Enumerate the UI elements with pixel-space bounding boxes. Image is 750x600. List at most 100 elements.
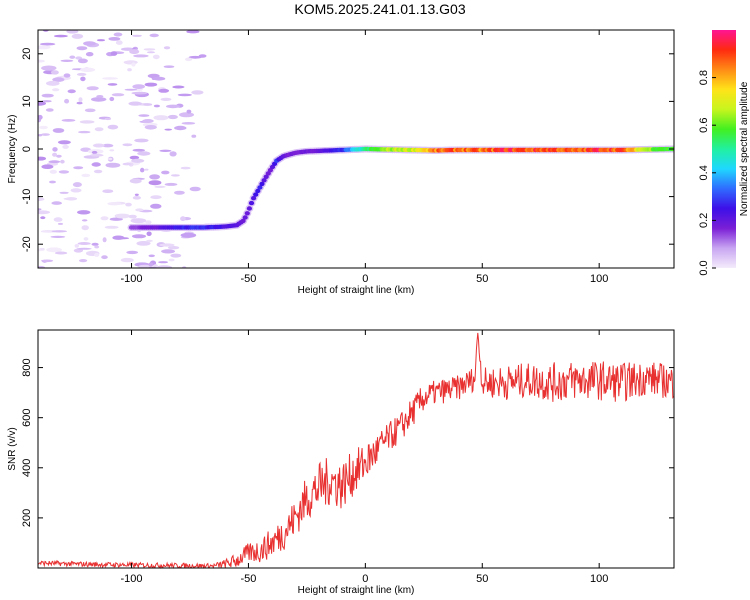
noise-speckle <box>105 162 121 168</box>
x-tick-label: 0 <box>362 273 368 285</box>
snr-x-ticks: -100 -50 0 50 100 <box>121 330 608 585</box>
noise-speckle <box>93 169 103 174</box>
noise-speckle <box>71 33 84 39</box>
noise-speckle <box>102 77 119 80</box>
noise-speckle <box>163 46 171 50</box>
noise-speckle <box>107 124 119 130</box>
noise-speckle <box>85 52 94 57</box>
noise-speckle <box>38 265 46 268</box>
noise-speckle <box>144 168 149 171</box>
noise-speckle <box>131 91 148 95</box>
noise-speckle <box>109 96 115 102</box>
noise-speckle <box>52 77 65 82</box>
noise-speckle <box>185 57 193 62</box>
noise-speckle <box>104 117 112 121</box>
ridge-cell <box>263 174 269 179</box>
noise-speckle <box>39 42 56 46</box>
ridge-cell <box>251 196 257 201</box>
noise-speckle <box>59 191 69 194</box>
noise-speckle <box>90 153 104 157</box>
ridge-cell <box>257 185 263 190</box>
ridge-cell <box>240 218 246 224</box>
y-tick-label: 10 <box>21 95 33 107</box>
noise-speckle <box>107 83 118 86</box>
ridge-cell <box>265 171 271 176</box>
noise-speckle <box>53 217 63 222</box>
noise-speckle <box>145 220 152 225</box>
noise-speckle <box>50 70 59 75</box>
noise-speckle <box>49 169 57 174</box>
noise-speckle <box>41 164 54 169</box>
noise-speckle <box>164 182 178 186</box>
noise-speckle <box>168 258 175 262</box>
noise-speckle <box>146 239 153 242</box>
colorbar-tick-label: 0.4 <box>698 165 710 180</box>
noise-speckle <box>138 114 150 117</box>
noise-speckle <box>128 214 137 219</box>
noise-speckle <box>152 76 166 81</box>
noise-speckle <box>164 128 172 131</box>
snr-frame <box>37 329 675 569</box>
noise-speckle <box>114 213 130 219</box>
noise-speckle <box>78 130 91 134</box>
noise-speckle <box>48 160 61 164</box>
ridge-cell <box>246 206 252 211</box>
noise-speckle <box>83 237 89 241</box>
noise-speckle <box>107 202 122 206</box>
noise-speckle <box>77 210 91 215</box>
noise-speckle <box>109 149 115 152</box>
ridge-cell <box>253 192 259 197</box>
colorbar-ticks: 0.0 0.2 0.4 0.6 0.8 <box>698 70 716 276</box>
noise-speckle <box>39 247 45 250</box>
noise-speckle <box>72 182 82 188</box>
noise-speckle <box>125 202 132 207</box>
noise-speckle <box>159 243 175 247</box>
noise-speckle <box>180 166 191 170</box>
noise-speckle <box>191 90 204 95</box>
noise-speckle <box>96 95 104 98</box>
noise-speckle <box>60 59 74 62</box>
noise-speckle <box>80 76 86 82</box>
noise-speckle <box>84 108 96 113</box>
x-tick-label: 100 <box>590 273 608 285</box>
noise-speckle <box>81 219 88 222</box>
noise-speckle <box>64 98 70 104</box>
y-tick-label: 0 <box>21 146 33 152</box>
ridge-cell <box>259 181 265 187</box>
noise-speckle <box>126 250 139 255</box>
noise-speckle <box>86 86 99 91</box>
noise-speckle <box>166 104 180 109</box>
noise-speckle <box>134 193 139 196</box>
colorbar-label: Normalized spectral amplitude <box>739 81 750 216</box>
noise-speckle <box>70 188 82 193</box>
noise-speckle <box>39 125 48 130</box>
noise-speckle <box>38 197 45 202</box>
noise-speckle <box>149 33 159 38</box>
snr-plot-area <box>38 330 674 568</box>
noise-speckle <box>123 60 138 65</box>
snr-y-ticks: 200 400 600 800 <box>21 358 674 527</box>
noise-speckle <box>156 265 172 268</box>
noise-speckle <box>150 195 162 200</box>
noise-speckle <box>38 134 43 137</box>
x-tick-label: 0 <box>362 573 368 585</box>
noise-speckle <box>67 89 76 94</box>
noise-speckle <box>129 178 142 184</box>
noise-speckle <box>38 59 45 63</box>
noise-speckle <box>91 242 99 246</box>
colorbar-tick-label: 0.8 <box>698 70 710 85</box>
noise-speckle <box>76 247 92 250</box>
noise-speckle <box>91 162 101 167</box>
x-tick-label: 50 <box>476 573 488 585</box>
noise-speckle <box>153 104 160 108</box>
noise-speckle <box>132 196 141 200</box>
colorbar-tick-label: 0.2 <box>698 213 710 228</box>
noise-speckle <box>148 180 162 186</box>
y-tick-label: -10 <box>21 189 33 205</box>
noise-speckle <box>129 49 140 55</box>
noise-speckle <box>113 32 123 37</box>
noise-speckle <box>172 85 185 89</box>
y-tick-label: 600 <box>21 409 33 427</box>
noise-speckle <box>146 231 152 237</box>
